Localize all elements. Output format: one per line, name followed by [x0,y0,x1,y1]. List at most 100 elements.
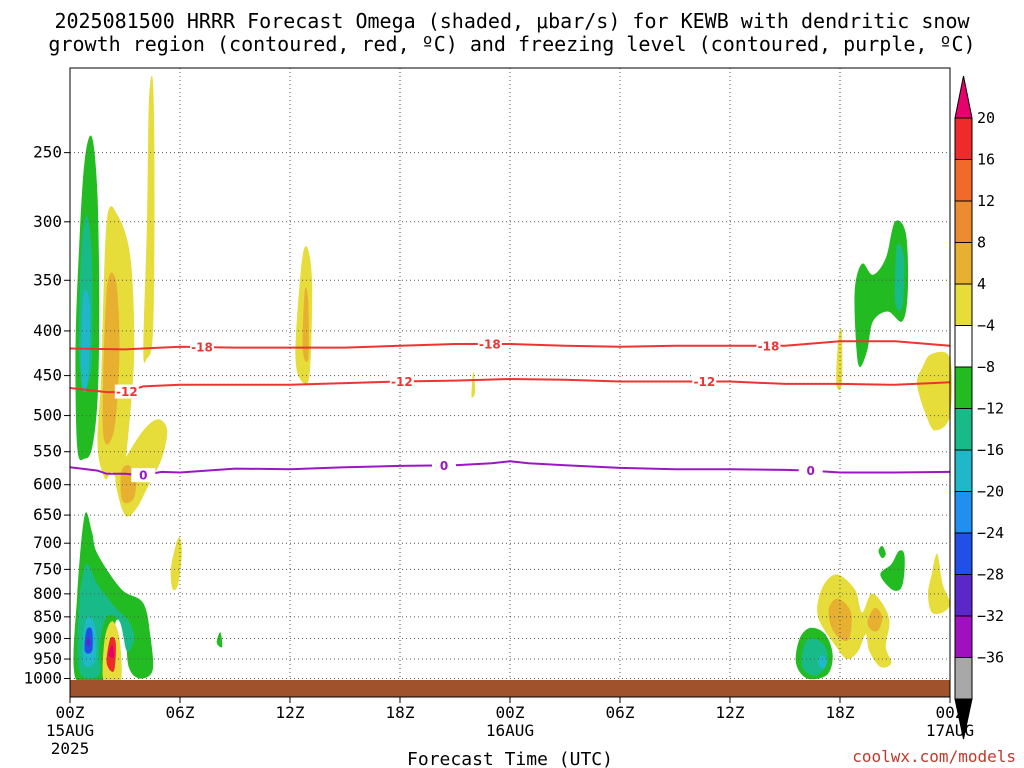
omega-shading [73,75,953,686]
x-tick-label: 00Z [56,703,85,722]
y-tick-label: 850 [33,607,62,626]
contour-label-bg [756,338,781,353]
colorbar-segment [954,574,973,617]
omega-region--16 [80,289,91,393]
credit-text: coolwx.com/models [852,747,1016,766]
colorbar-segment [954,615,973,658]
colorbar-segment [954,117,973,160]
colorbar-segment [954,408,973,451]
omega-region--12d [894,243,905,311]
colorbar: 20 16 12 8 4 −4 −8 −12 −16 −20 −24 −28 −32 −36 [954,75,1004,740]
y-tick-label: 700 [33,533,62,552]
colorbar-top-triangle [954,75,973,119]
y-axis: 250 300 350 400 450 500 550 600 650 700 750 800 850 9… [23,143,70,687]
contour--12 [69,377,951,394]
omega-region-12d [828,598,852,642]
omega-region-12 [102,272,120,445]
chart-title-line2: growth region (contoured, red, ºC) and f… [48,32,975,56]
omega-region-8d [170,537,182,591]
contour-label: 0 [806,464,814,478]
contour-lines: -18 -18 -18 -12 -12 -12 0 0 0 [69,336,951,483]
x-tick-label: 06Z [166,703,195,722]
omega-region-8k [916,351,953,431]
omega-region-8f [471,371,476,398]
contour-label-bg [114,384,139,399]
plot-area: -18 -18 -18 -12 -12 -12 0 0 0 [69,67,953,698]
colorbar-segment [954,325,973,368]
x-tick-label: 18Z [386,703,415,722]
colorbar-label: −4 [977,317,995,335]
x-tick-date: 16AUG [486,721,534,740]
x-tick-date: 15AUG [46,721,94,740]
colorbar-label: 12 [977,192,995,210]
contour-label: -12 [116,385,138,399]
omega-region-8i [928,553,950,615]
omega-region-8h [817,574,892,668]
colorbar-label: −16 [977,441,1004,459]
omega-region-12e [867,607,883,632]
x-tick-label: 06Z [606,703,635,722]
colorbar-segment [954,532,973,575]
contour--18 [69,340,951,351]
y-tick-label: 950 [33,649,62,668]
x-tick-label: 18Z [826,703,855,722]
colorbar-bottom-triangle [954,698,973,740]
colorbar-label: 20 [977,109,995,127]
contour-label: -12 [391,375,413,389]
colorbar-segment [954,159,973,202]
x-tick-label: 12Z [716,703,745,722]
colorbar-segment [954,491,973,534]
contour-label-bg [190,340,214,355]
x-tick-label: 12Z [276,703,305,722]
colorbar-segment [954,283,973,326]
colorbar-label: −12 [977,400,1004,418]
grid [69,68,951,697]
y-tick-label: 750 [33,559,62,578]
colorbar-label: −32 [977,607,1004,625]
y-tick-label: 600 [33,475,62,494]
contour-label-bg [131,468,156,483]
omega-region--8b [216,632,223,648]
contour-label: -18 [479,337,501,351]
y-tick-label: 500 [33,406,62,425]
colorbar-label: 8 [977,234,986,252]
omega-region--16c [817,654,828,669]
contour-label: -18 [758,339,780,353]
y-tick-label: 350 [33,270,62,289]
contour-label: -18 [191,341,213,355]
x-tick-year: 2025 [51,739,90,758]
y-tick-label: 450 [33,366,62,385]
y-tick-label: 650 [33,505,62,524]
contour-label-bg [692,374,717,389]
contour-label-bg [798,463,823,478]
x-axis-title: Forecast Time (UTC) [407,749,613,768]
colorbar-label: 16 [977,151,995,169]
contour-label: 0 [139,469,147,483]
terrain-strip [70,680,950,697]
contour-label-bg [432,458,456,473]
y-tick-label: 400 [33,321,62,340]
colorbar-label: 4 [977,275,986,293]
y-tick-label: 900 [33,629,62,648]
y-tick-label: 250 [33,143,62,162]
omega-region-8j [836,328,843,390]
colorbar-segment [954,200,973,243]
y-tick-label: 1000 [23,668,62,687]
y-tick-label: 300 [33,212,62,231]
omega-region-8b [143,75,155,364]
omega-region--8e [880,550,905,591]
colorbar-label: −8 [977,358,995,376]
omega-region--24 [86,636,91,646]
colorbar-label: −24 [977,524,1004,542]
x-tick-label: 00Z [496,703,525,722]
colorbar-label: −28 [977,566,1004,584]
contour-label-bg [389,374,414,389]
colorbar-segment [954,449,973,492]
colorbar-segment [954,242,973,285]
colorbar-segment [954,657,973,700]
colorbar-label: −36 [977,649,1004,667]
chart-title-line1: 2025081500 HRRR Forecast Omega (shaded, … [54,9,970,33]
y-tick-label: 550 [33,442,62,461]
